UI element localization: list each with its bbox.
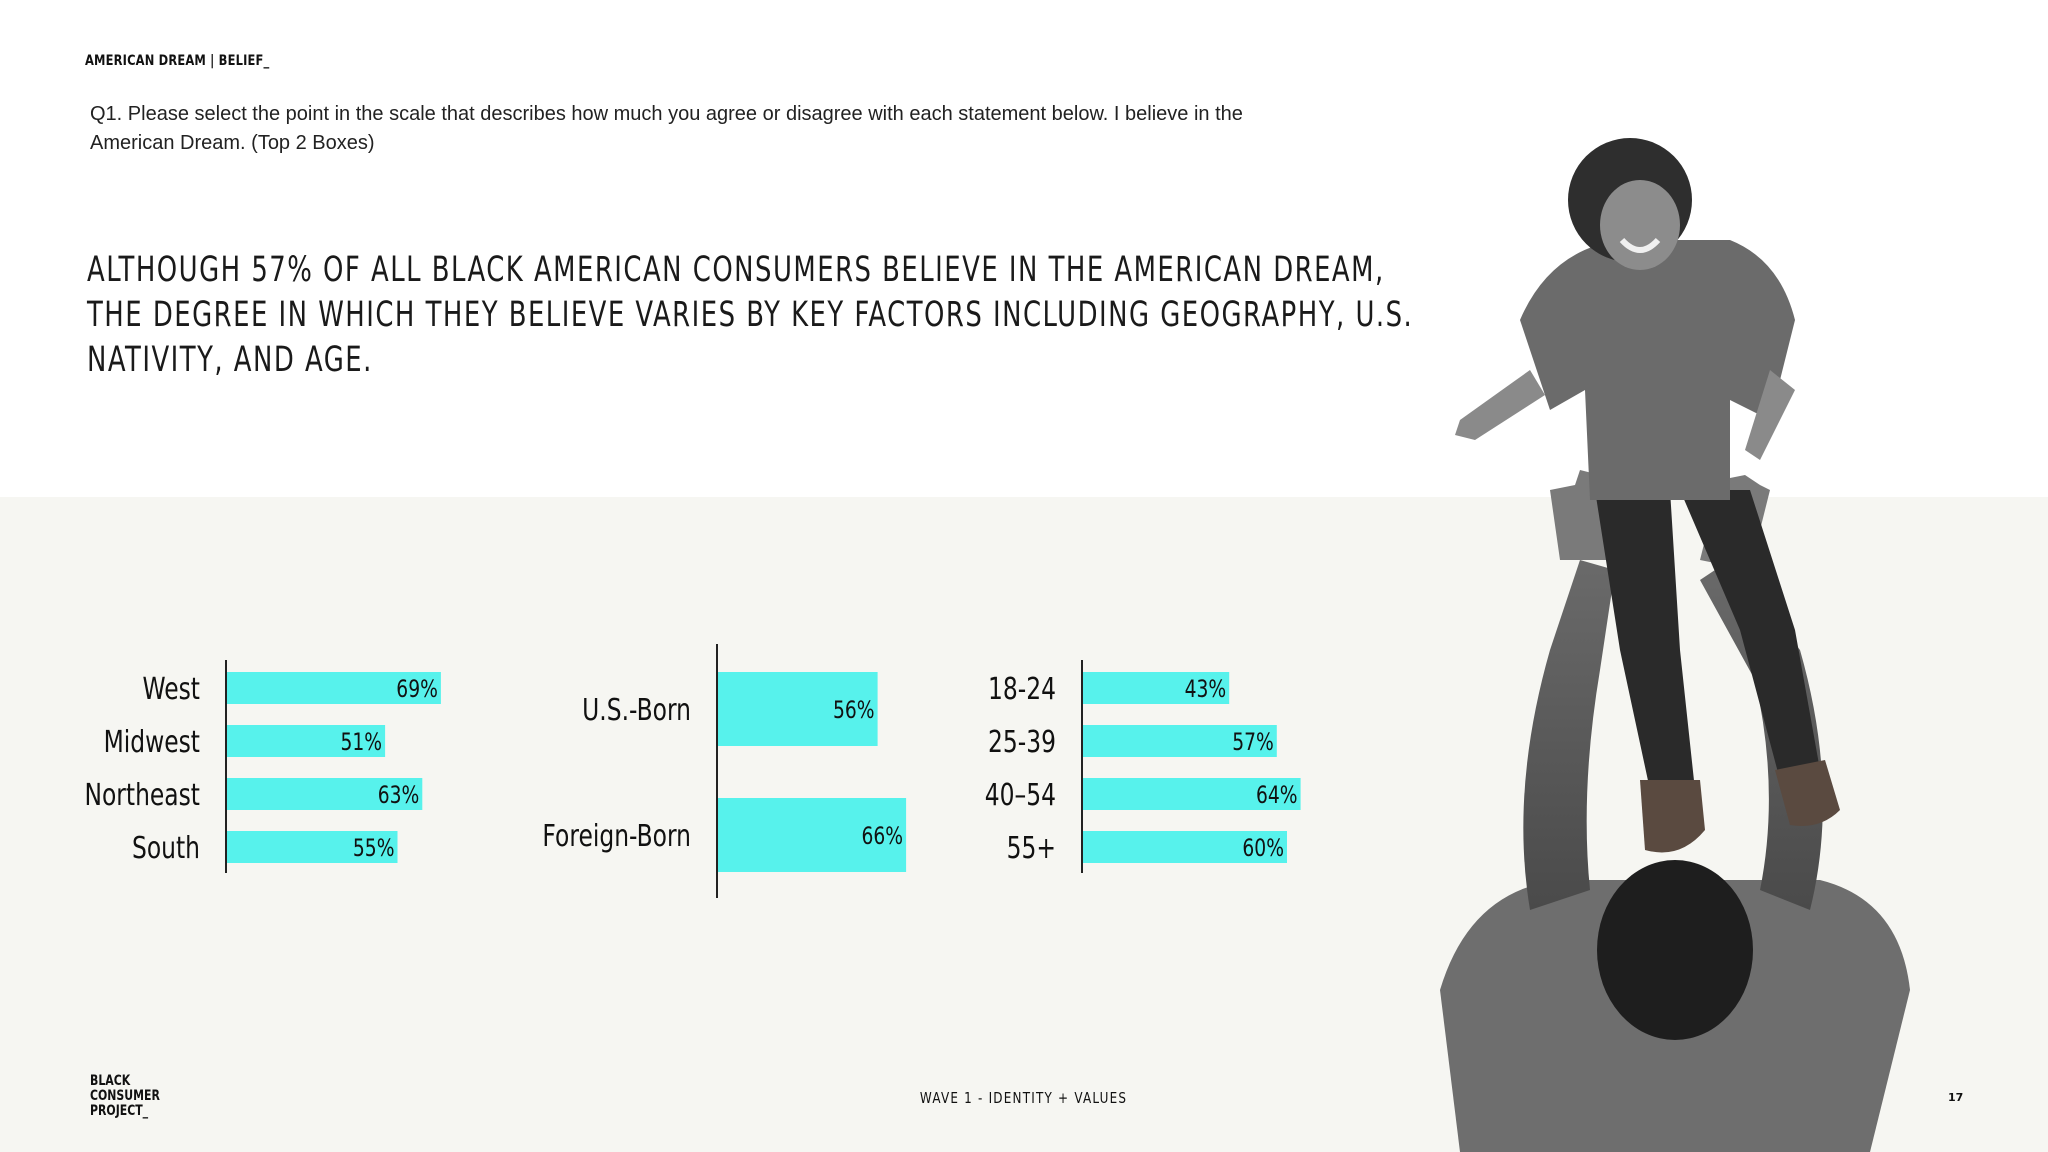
bar xyxy=(1083,672,1230,704)
footer-title-text: WAVE 1 - IDENTITY + VALUES xyxy=(920,1089,1128,1107)
page-number: 17 xyxy=(1948,1091,1964,1104)
value-label: 63% xyxy=(378,782,420,810)
value-label: 66% xyxy=(861,823,903,851)
survey-question: Q1. Please select the point in the scale… xyxy=(90,103,1243,154)
category-label: Northeast xyxy=(84,778,200,813)
bar xyxy=(718,798,907,872)
photo-icon xyxy=(1440,138,1910,1152)
logo-line: BLACK xyxy=(90,1073,131,1089)
bar xyxy=(227,725,386,757)
value-label: 56% xyxy=(833,697,875,725)
category-label: 25-39 xyxy=(988,725,1056,760)
nativity-bar-chart: U.S.-Born 56% Foreign-Born 66% xyxy=(520,640,940,900)
category-label: Foreign-Born xyxy=(542,819,691,854)
category-label: 40–54 xyxy=(985,778,1056,813)
brand-logo: BLACK CONSUMER PROJECT_ xyxy=(90,1074,160,1119)
nativity-chart-svg: U.S.-Born 56% Foreign-Born 66% xyxy=(542,644,907,898)
bar xyxy=(227,831,398,863)
geography-chart-svg: West 69% Midwest 51% Northeast 63% South 55% xyxy=(84,660,441,873)
headline-line: NATIVITY, AND AGE. xyxy=(87,340,373,380)
bar xyxy=(227,672,441,704)
age-bar-chart: 18-24 43% 25-39 57% 40–54 64% 55+ 60% xyxy=(960,640,1380,890)
bar xyxy=(718,672,878,746)
headline-line: ALTHOUGH 57% OF ALL BLACK AMERICAN CONSU… xyxy=(87,250,1385,290)
bar xyxy=(227,778,423,810)
category-label: 18-24 xyxy=(988,672,1056,707)
category-label: South xyxy=(132,831,200,866)
category-label: U.S.-Born xyxy=(582,693,691,728)
value-label: 69% xyxy=(396,676,438,704)
value-label: 55% xyxy=(353,835,395,863)
value-label: 60% xyxy=(1242,835,1284,863)
category-label: Midwest xyxy=(104,725,200,760)
headline-line: THE DEGREE IN WHICH THEY BELIEVE VARIES … xyxy=(87,295,1414,335)
category-label: West xyxy=(142,672,200,707)
value-label: 51% xyxy=(340,729,382,757)
logo-line: CONSUMER xyxy=(90,1088,160,1104)
geography-bar-chart: West 69% Midwest 51% Northeast 63% South 55% xyxy=(0,640,560,890)
footer-title: WAVE 1 - IDENTITY + VALUES xyxy=(0,1089,2048,1107)
headline: ALTHOUGH 57% OF ALL BLACK AMERICAN CONSU… xyxy=(87,248,1414,383)
age-chart-svg: 18-24 43% 25-39 57% 40–54 64% 55+ 60% xyxy=(985,660,1301,873)
value-label: 57% xyxy=(1232,729,1274,757)
section-label: AMERICAN DREAM | BELIEF_ xyxy=(85,53,270,69)
bar xyxy=(1083,778,1301,810)
logo-line: PROJECT_ xyxy=(90,1103,149,1119)
father-child-photo xyxy=(1400,90,1960,1152)
category-label: 55+ xyxy=(1007,831,1056,866)
bar xyxy=(1083,725,1277,757)
value-label: 43% xyxy=(1185,676,1227,704)
bar xyxy=(1083,831,1287,863)
value-label: 64% xyxy=(1256,782,1298,810)
